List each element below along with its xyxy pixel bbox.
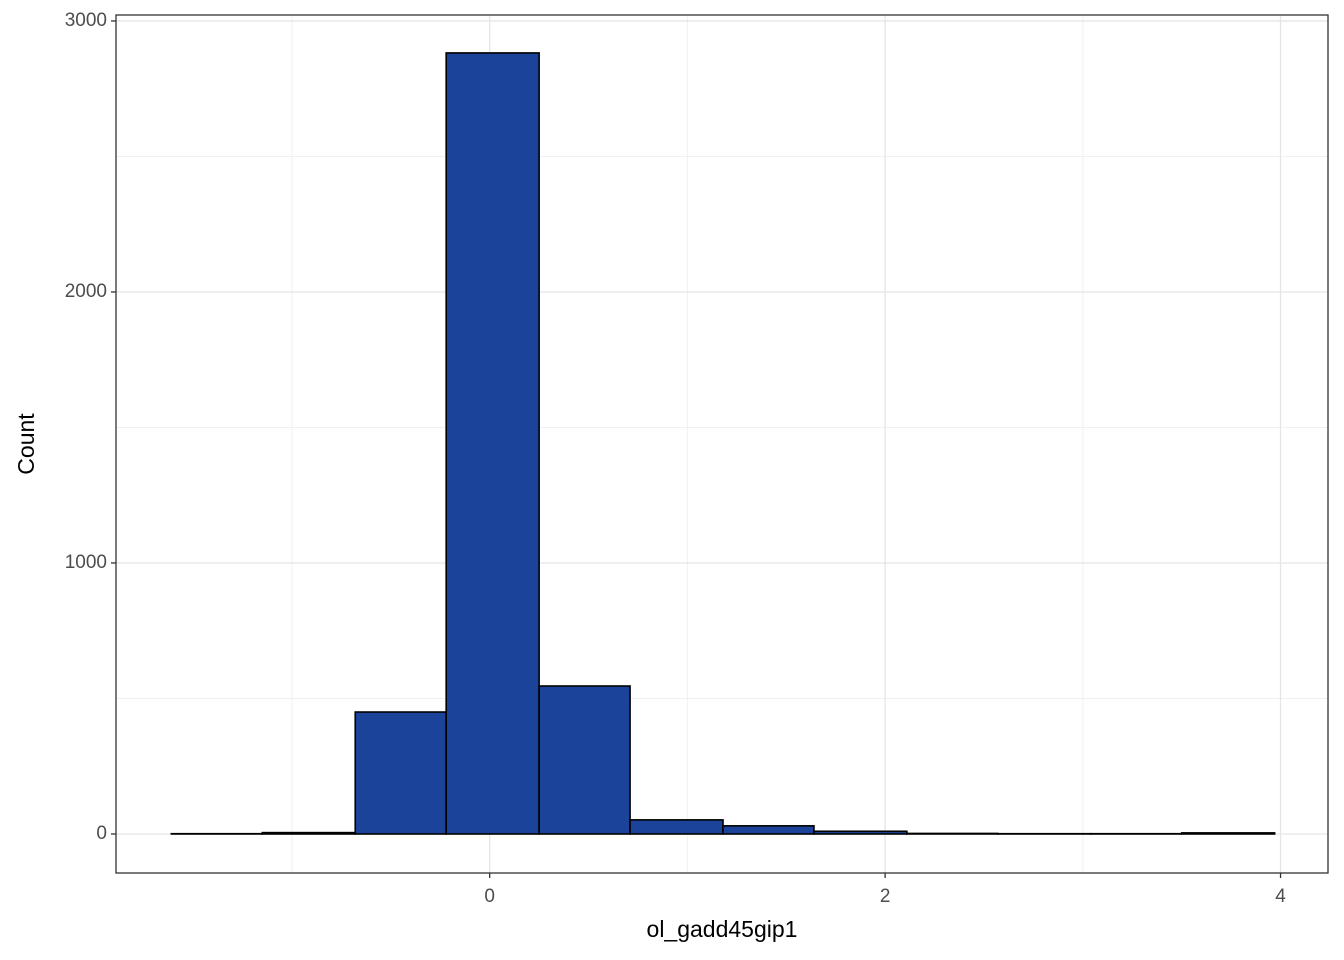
bar: [813, 830, 908, 835]
bar: [629, 819, 724, 835]
bar: [1180, 832, 1276, 835]
bar: [906, 832, 999, 835]
y-axis-title: Count: [13, 413, 39, 475]
x-axis-title: ol_gadd45gip1: [647, 916, 798, 942]
y-tick-label: 0: [96, 823, 107, 844]
bar: [354, 711, 447, 835]
x-tick-label: 0: [484, 886, 495, 907]
y-tick-label: 3000: [65, 10, 107, 31]
x-tick-label: 4: [1275, 886, 1286, 907]
y-tick-label: 1000: [65, 552, 107, 573]
bar: [722, 825, 815, 835]
x-tick-label: 2: [880, 886, 891, 907]
bar: [261, 831, 357, 835]
y-tick-label: 2000: [65, 281, 107, 302]
bar: [538, 685, 631, 835]
bar: [445, 52, 540, 835]
panel-border: [115, 14, 1329, 874]
